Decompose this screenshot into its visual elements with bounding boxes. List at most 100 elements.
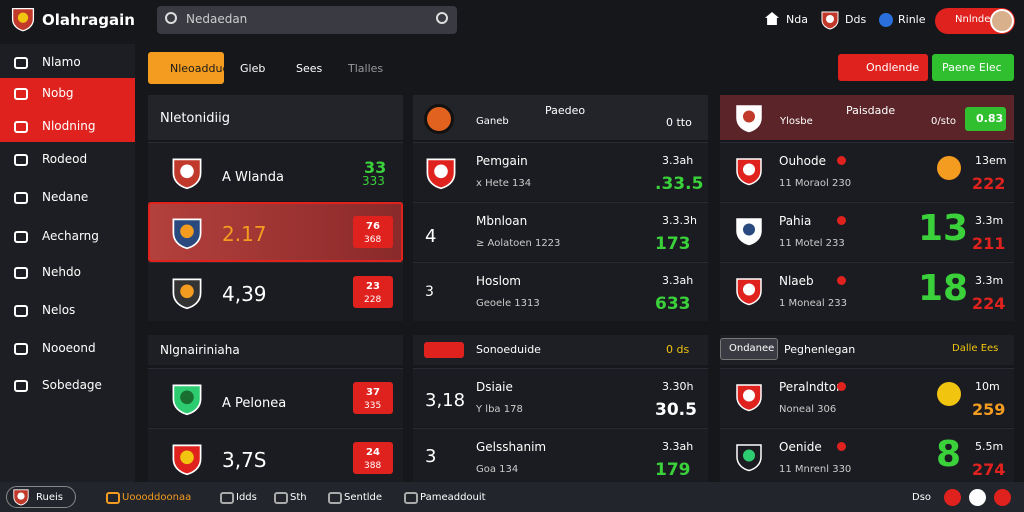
footer-item[interactable]: Uoooddoonaa bbox=[122, 492, 192, 503]
icon bbox=[14, 192, 28, 204]
odds-main[interactable]: 222 bbox=[972, 174, 1006, 193]
footer-item[interactable]: Sentlde bbox=[344, 492, 383, 503]
badge-bottom[interactable]: 335 bbox=[364, 401, 382, 411]
badge-bottom[interactable]: 368 bbox=[364, 235, 382, 245]
team-crest bbox=[13, 489, 29, 506]
odds-badge[interactable] bbox=[353, 382, 393, 414]
icon bbox=[14, 380, 28, 392]
team-crest bbox=[736, 444, 762, 472]
badge-bottom[interactable]: 333 bbox=[362, 174, 385, 188]
header-badge-label[interactable]: 0.83 bbox=[976, 112, 1004, 125]
icon bbox=[274, 492, 288, 504]
panel-row bbox=[720, 202, 1014, 261]
badge-top[interactable]: 24 bbox=[366, 447, 380, 458]
odds[interactable]: 2.17 bbox=[222, 222, 267, 246]
odds-badge[interactable] bbox=[353, 442, 393, 474]
sidebar-item[interactable]: Nlodning bbox=[42, 119, 96, 133]
live-dot bbox=[837, 382, 846, 391]
footer-dot[interactable] bbox=[944, 489, 961, 506]
odds[interactable]: 3,7S bbox=[222, 448, 267, 472]
badge-bottom[interactable]: 228 bbox=[364, 295, 382, 305]
team-name: Gelsshanim bbox=[476, 440, 547, 454]
sidebar-item[interactable]: Nlamo bbox=[42, 55, 81, 69]
footer-dot[interactable] bbox=[994, 489, 1011, 506]
odds-top: 3.3.3h bbox=[662, 214, 697, 227]
tab[interactable]: Nleoaddue bbox=[170, 62, 230, 75]
button-red[interactable] bbox=[838, 54, 928, 81]
globe-icon bbox=[879, 13, 893, 27]
sidebar-item[interactable]: Nelos bbox=[42, 303, 76, 317]
button-label[interactable]: Ondlende bbox=[866, 61, 920, 74]
section-tag-box bbox=[720, 338, 778, 360]
panel-header bbox=[413, 95, 708, 140]
footer-item[interactable]: Pameaddouit bbox=[420, 492, 486, 503]
match-info: 1 Moneal 233 bbox=[779, 298, 847, 309]
nav-link[interactable]: Rinle bbox=[898, 13, 926, 26]
sidebar-item[interactable]: Rodeod bbox=[42, 152, 88, 166]
panel-row bbox=[413, 262, 708, 321]
footer bbox=[0, 482, 1024, 512]
team-crest bbox=[11, 7, 35, 32]
badge-bottom[interactable]: 388 bbox=[364, 461, 382, 471]
search-box[interactable] bbox=[157, 6, 457, 34]
match-info: 11 Moraol 230 bbox=[779, 178, 852, 189]
odds-badge[interactable] bbox=[353, 276, 393, 308]
footer-item[interactable]: Rueis bbox=[36, 492, 63, 503]
sidebar-item[interactable]: Sobedage bbox=[42, 378, 102, 392]
button-label[interactable]: Paene Elec bbox=[942, 61, 1002, 74]
badge-top[interactable]: 76 bbox=[366, 221, 380, 232]
live-dot bbox=[837, 442, 846, 451]
odds-top: 3.3ah bbox=[662, 440, 694, 453]
row-highlight bbox=[148, 202, 403, 262]
row-lead: 3 bbox=[425, 446, 437, 467]
odds-badge[interactable] bbox=[353, 216, 393, 248]
sidebar-item[interactable]: Nobg bbox=[42, 86, 74, 100]
badge-top[interactable]: 23 bbox=[366, 281, 380, 292]
sidebar-item[interactable]: Nedane bbox=[42, 190, 89, 204]
sidebar-item[interactable]: Nehdo bbox=[42, 265, 81, 279]
panel-header bbox=[148, 95, 403, 140]
nav-link[interactable]: Dds bbox=[845, 13, 867, 26]
tab[interactable]: Sees bbox=[296, 62, 323, 75]
big-score: 18 bbox=[918, 268, 969, 309]
badge-top[interactable]: 33 bbox=[364, 158, 387, 177]
odds-main[interactable]: .33.5 bbox=[655, 174, 704, 194]
button-green[interactable] bbox=[932, 54, 1014, 81]
account-label[interactable]: Nnlnde bbox=[955, 14, 991, 25]
team-name: Nlaeb bbox=[779, 274, 814, 288]
section-title: Nletonidiig bbox=[160, 111, 230, 126]
odds-main[interactable]: 173 bbox=[655, 234, 691, 254]
avatar bbox=[990, 9, 1014, 33]
footer-dot[interactable] bbox=[969, 489, 986, 506]
section-right: 0 ds bbox=[666, 343, 690, 356]
odds-main[interactable]: 224 bbox=[972, 294, 1006, 313]
tab-active[interactable] bbox=[148, 52, 224, 84]
odds-main[interactable]: 633 bbox=[655, 294, 691, 314]
nav-link[interactable]: Nda bbox=[786, 13, 808, 26]
badge-top[interactable]: 37 bbox=[366, 387, 380, 398]
row-lead: 3 bbox=[425, 284, 434, 300]
sidebar-item[interactable]: Nooeond bbox=[42, 341, 96, 355]
search-icon bbox=[436, 12, 448, 24]
panel-row bbox=[720, 142, 1014, 201]
odds-main[interactable]: 211 bbox=[972, 234, 1006, 253]
odds-main[interactable]: 259 bbox=[972, 400, 1006, 419]
tab[interactable]: Tlalles bbox=[348, 62, 384, 75]
sidebar-item[interactable]: Aecharng bbox=[42, 229, 99, 243]
footer-item[interactable]: Idds bbox=[236, 492, 257, 503]
panel-title: Paisdade bbox=[846, 104, 896, 117]
panel-title: Paedeo bbox=[545, 104, 586, 117]
odds-top: 5.5m bbox=[975, 440, 1004, 453]
odds-main[interactable]: 179 bbox=[655, 460, 691, 480]
footer-item[interactable]: Sth bbox=[290, 492, 307, 503]
team-crest bbox=[736, 158, 762, 186]
tab[interactable]: Gleb bbox=[240, 62, 266, 75]
odds[interactable]: 4,39 bbox=[222, 282, 267, 306]
odds-main[interactable]: 274 bbox=[972, 460, 1006, 479]
footer-right[interactable]: Dso bbox=[912, 492, 932, 503]
section-header bbox=[148, 335, 403, 365]
panel-row bbox=[720, 262, 1014, 321]
logo: Olahragain bbox=[42, 11, 135, 29]
section-title: Peghenlegan bbox=[784, 343, 856, 356]
odds-main[interactable]: 30.5 bbox=[655, 400, 697, 420]
